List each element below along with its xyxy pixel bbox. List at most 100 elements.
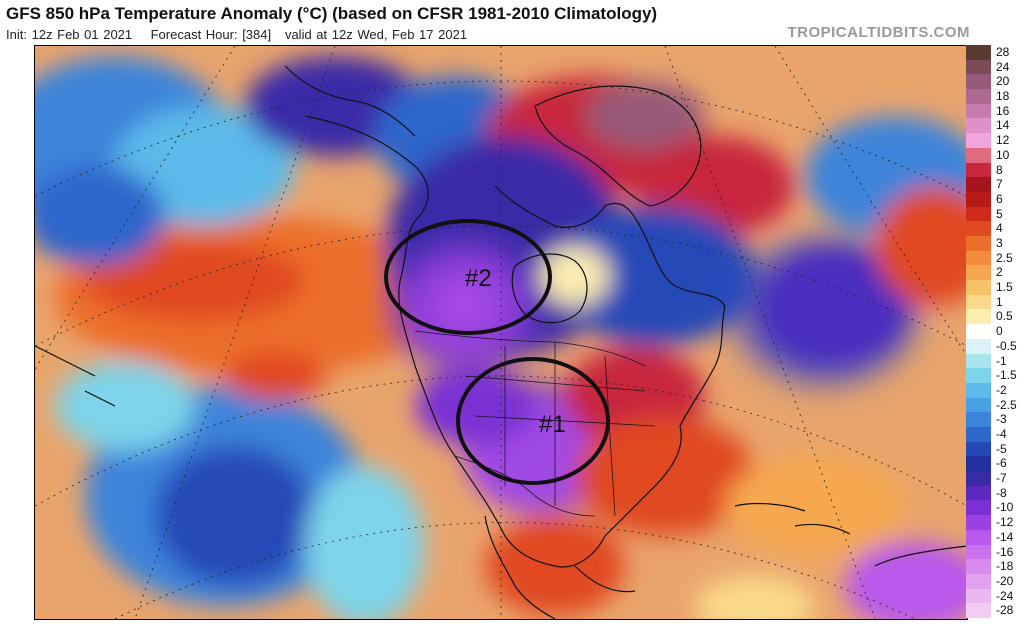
legend-label: 8 <box>996 162 1003 177</box>
legend-label: -28 <box>996 603 1014 618</box>
legend-label: -5 <box>996 441 1007 456</box>
annotation-1: #1 <box>456 357 610 485</box>
legend-swatch <box>966 118 991 134</box>
legend-swatch <box>966 382 991 398</box>
map-title: GFS 850 hPa Temperature Anomaly (°C) (ba… <box>6 4 658 23</box>
legend-label: 10 <box>996 147 1010 162</box>
legend-label: -3 <box>996 412 1007 427</box>
legend-swatch <box>966 250 991 266</box>
legend-entry: 0 <box>966 324 1024 339</box>
legend-label: 4 <box>996 221 1003 236</box>
legend-entry: -5 <box>966 441 1024 457</box>
legend-label: -0.5 <box>996 338 1017 353</box>
legend-label: 5 <box>996 206 1003 221</box>
legend-label: -7 <box>996 471 1007 486</box>
init-time: Init: 12z Feb 01 2021 <box>6 27 133 42</box>
legend-entry: -24 <box>966 588 1024 604</box>
legend-swatch <box>966 368 991 383</box>
legend-swatch <box>966 603 991 618</box>
legend-swatch <box>966 162 991 178</box>
legend-swatch <box>966 206 991 222</box>
legend-entry: -3 <box>966 412 1024 427</box>
legend-entry: -18 <box>966 559 1024 574</box>
anomaly-blobs <box>35 56 967 619</box>
legend-entry: -16 <box>966 544 1024 560</box>
legend-entry: -2.5 <box>966 397 1024 413</box>
legend-entry: 28 <box>966 45 1024 60</box>
legend-entry: -2 <box>966 382 1024 398</box>
legend-swatch <box>966 456 991 472</box>
legend-swatch <box>966 573 991 589</box>
legend-swatch <box>966 529 991 545</box>
legend-swatch <box>966 559 991 574</box>
legend-entry: 18 <box>966 89 1024 104</box>
legend-label: -6 <box>996 456 1007 471</box>
legend-entry: -28 <box>966 603 1024 618</box>
legend-swatch <box>966 353 991 369</box>
legend-label: 28 <box>996 45 1010 59</box>
legend-label: 3 <box>996 236 1003 250</box>
annotation-circle-2 <box>384 219 552 335</box>
coastlines <box>35 65 967 619</box>
legend-label: 20 <box>996 74 1010 89</box>
legend-entry: 2 <box>966 265 1024 281</box>
legend-label: 14 <box>996 118 1010 133</box>
legend-label: -20 <box>996 573 1014 588</box>
legend-entry: 5 <box>966 206 1024 222</box>
legend-label: 2.5 <box>996 250 1013 265</box>
legend-swatch <box>966 147 991 163</box>
legend-swatch <box>966 427 991 442</box>
legend-label: -1.5 <box>996 368 1017 383</box>
legend-label: 12 <box>996 133 1010 148</box>
legend-entry: 7 <box>966 177 1024 192</box>
color-legend: 28 24 20 18 16 14 12 10 8 7 6 5 4 3 2.5 2 1.5 1 0.5 0 -0.5 -1… <box>966 45 1024 618</box>
legend-entry: -10 <box>966 500 1024 516</box>
legend-label: 16 <box>996 103 1010 118</box>
legend-swatch <box>966 500 991 516</box>
legend-entry: 2.5 <box>966 250 1024 266</box>
legend-label: 0 <box>996 324 1003 339</box>
legend-entry: -7 <box>966 471 1024 486</box>
legend-label: 2 <box>996 265 1003 280</box>
legend-entry: 16 <box>966 103 1024 119</box>
legend-swatch <box>966 338 991 354</box>
legend-entry: 6 <box>966 191 1024 207</box>
legend-swatch <box>966 133 991 148</box>
legend-label: -2 <box>996 382 1007 397</box>
legend-label: -2.5 <box>996 397 1017 412</box>
legend-entry: -8 <box>966 485 1024 501</box>
annotation-label-2: #2 <box>465 265 492 292</box>
legend-label: 7 <box>996 177 1003 192</box>
legend-label: 6 <box>996 191 1003 206</box>
legend-entry: -12 <box>966 515 1024 530</box>
legend-entry: 4 <box>966 221 1024 236</box>
legend-label: -10 <box>996 500 1014 515</box>
legend-swatch <box>966 191 991 207</box>
legend-entry: 1 <box>966 294 1024 310</box>
legend-entry: -14 <box>966 529 1024 545</box>
legend-label: -8 <box>996 485 1007 500</box>
legend-swatch <box>966 265 991 281</box>
legend-swatch <box>966 294 991 310</box>
legend-entry: 3 <box>966 236 1024 251</box>
legend-entry: 24 <box>966 59 1024 75</box>
legend-swatch <box>966 397 991 413</box>
legend-swatch <box>966 485 991 501</box>
legend-swatch <box>966 74 991 90</box>
legend-swatch <box>966 89 991 104</box>
legend-entry: -4 <box>966 427 1024 442</box>
legend-entry: 8 <box>966 162 1024 178</box>
legend-label: 24 <box>996 59 1010 74</box>
legend-swatch <box>966 45 991 60</box>
legend-label: -12 <box>996 515 1014 530</box>
annotation-label-1: #1 <box>539 411 566 438</box>
legend-label: -14 <box>996 529 1014 544</box>
annotation-2: #2 <box>384 219 552 335</box>
legend-label: 18 <box>996 89 1010 104</box>
legend-swatch <box>966 309 991 325</box>
legend-swatch <box>966 588 991 604</box>
legend-entry: 14 <box>966 118 1024 134</box>
legend-swatch <box>966 412 991 427</box>
map-subtitle: Init: 12z Feb 01 2021 Forecast Hour: [38… <box>6 27 467 42</box>
legend-swatch <box>966 59 991 75</box>
